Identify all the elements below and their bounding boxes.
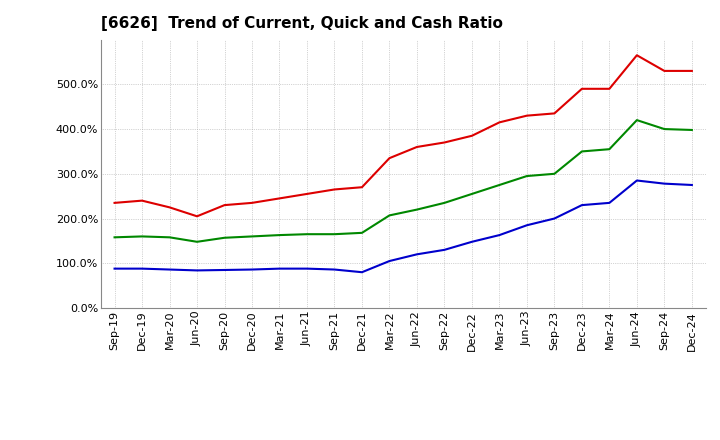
Cash Ratio bbox=[138, 266, 146, 271]
Quick Ratio bbox=[577, 149, 586, 154]
Quick Ratio bbox=[440, 200, 449, 205]
Quick Ratio bbox=[110, 235, 119, 240]
Quick Ratio bbox=[550, 171, 559, 176]
Cash Ratio bbox=[275, 266, 284, 271]
Current Ratio bbox=[330, 187, 339, 192]
Current Ratio bbox=[495, 120, 504, 125]
Current Ratio bbox=[302, 191, 311, 197]
Quick Ratio bbox=[330, 231, 339, 237]
Current Ratio bbox=[220, 202, 229, 208]
Quick Ratio bbox=[302, 231, 311, 237]
Quick Ratio bbox=[165, 235, 174, 240]
Cash Ratio bbox=[302, 266, 311, 271]
Cash Ratio bbox=[165, 267, 174, 272]
Cash Ratio bbox=[523, 223, 531, 228]
Current Ratio bbox=[413, 144, 421, 150]
Current Ratio bbox=[440, 140, 449, 145]
Quick Ratio bbox=[358, 230, 366, 235]
Line: Quick Ratio: Quick Ratio bbox=[114, 120, 692, 242]
Cash Ratio bbox=[220, 268, 229, 273]
Quick Ratio bbox=[275, 232, 284, 238]
Current Ratio bbox=[385, 155, 394, 161]
Current Ratio bbox=[138, 198, 146, 203]
Current Ratio bbox=[248, 200, 256, 205]
Cash Ratio bbox=[385, 258, 394, 264]
Cash Ratio bbox=[577, 202, 586, 208]
Quick Ratio bbox=[385, 213, 394, 218]
Line: Current Ratio: Current Ratio bbox=[114, 55, 692, 216]
Quick Ratio bbox=[523, 173, 531, 179]
Quick Ratio bbox=[138, 234, 146, 239]
Current Ratio bbox=[577, 86, 586, 92]
Text: [6626]  Trend of Current, Quick and Cash Ratio: [6626] Trend of Current, Quick and Cash … bbox=[101, 16, 503, 32]
Cash Ratio bbox=[550, 216, 559, 221]
Current Ratio bbox=[688, 68, 696, 73]
Current Ratio bbox=[633, 53, 642, 58]
Cash Ratio bbox=[193, 268, 202, 273]
Quick Ratio bbox=[248, 234, 256, 239]
Cash Ratio bbox=[413, 252, 421, 257]
Cash Ratio bbox=[660, 181, 669, 186]
Current Ratio bbox=[110, 200, 119, 205]
Cash Ratio bbox=[495, 232, 504, 238]
Quick Ratio bbox=[605, 147, 613, 152]
Cash Ratio bbox=[688, 182, 696, 187]
Current Ratio bbox=[550, 111, 559, 116]
Current Ratio bbox=[358, 184, 366, 190]
Quick Ratio bbox=[413, 207, 421, 212]
Cash Ratio bbox=[110, 266, 119, 271]
Cash Ratio bbox=[440, 247, 449, 253]
Cash Ratio bbox=[248, 267, 256, 272]
Current Ratio bbox=[467, 133, 476, 139]
Current Ratio bbox=[605, 86, 613, 92]
Current Ratio bbox=[660, 68, 669, 73]
Quick Ratio bbox=[467, 191, 476, 197]
Current Ratio bbox=[523, 113, 531, 118]
Quick Ratio bbox=[495, 182, 504, 187]
Quick Ratio bbox=[688, 127, 696, 132]
Cash Ratio bbox=[633, 178, 642, 183]
Cash Ratio bbox=[358, 270, 366, 275]
Line: Cash Ratio: Cash Ratio bbox=[114, 180, 692, 272]
Quick Ratio bbox=[193, 239, 202, 245]
Cash Ratio bbox=[467, 239, 476, 245]
Cash Ratio bbox=[330, 267, 339, 272]
Quick Ratio bbox=[633, 117, 642, 123]
Quick Ratio bbox=[660, 126, 669, 132]
Current Ratio bbox=[275, 196, 284, 201]
Current Ratio bbox=[165, 205, 174, 210]
Cash Ratio bbox=[605, 200, 613, 205]
Quick Ratio bbox=[220, 235, 229, 240]
Current Ratio bbox=[193, 214, 202, 219]
